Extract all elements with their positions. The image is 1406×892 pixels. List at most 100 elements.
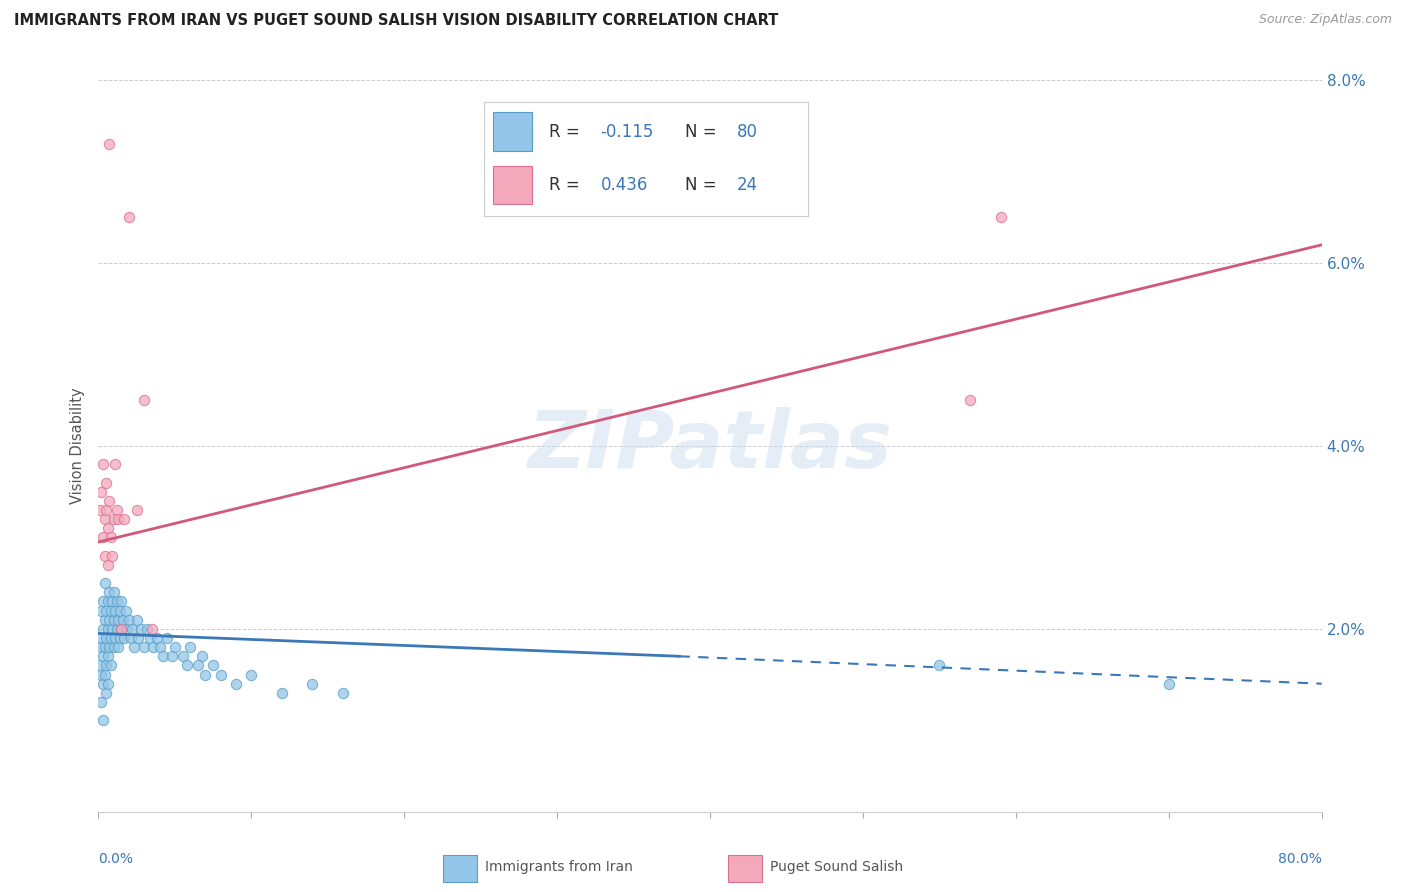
Point	[103, 585, 125, 599]
Point	[90, 603, 112, 617]
Point	[91, 622, 114, 636]
Point	[136, 622, 159, 636]
Point	[112, 631, 135, 645]
Point	[118, 211, 141, 225]
Point	[90, 640, 112, 655]
Point	[97, 594, 120, 608]
Point	[100, 603, 122, 617]
Point	[93, 613, 115, 627]
Point	[98, 585, 121, 599]
Point	[107, 512, 129, 526]
Point	[100, 530, 122, 544]
Point	[89, 631, 111, 645]
Text: Puget Sound Salish: Puget Sound Salish	[770, 861, 903, 874]
Point	[990, 211, 1012, 225]
Point	[91, 649, 114, 664]
Point	[89, 503, 111, 517]
Y-axis label: Vision Disability: Vision Disability	[70, 388, 86, 504]
Point	[98, 613, 121, 627]
Point	[104, 458, 127, 472]
Point	[91, 714, 114, 728]
Point	[101, 622, 124, 636]
Point	[104, 603, 127, 617]
Point	[125, 503, 148, 517]
Point	[90, 695, 112, 709]
Point	[91, 594, 114, 608]
Point	[202, 658, 225, 673]
Point	[156, 631, 179, 645]
Point	[152, 649, 174, 664]
Point	[108, 631, 131, 645]
Point	[97, 558, 120, 572]
Point	[115, 603, 138, 617]
Text: 80.0%: 80.0%	[1278, 852, 1322, 866]
Point	[179, 640, 201, 655]
Point	[111, 613, 134, 627]
Point	[112, 512, 135, 526]
Bar	[728, 855, 762, 881]
Point	[97, 521, 120, 535]
Point	[105, 503, 128, 517]
Point	[225, 676, 247, 690]
Point	[127, 631, 149, 645]
Text: 0.0%: 0.0%	[98, 852, 134, 866]
Point	[110, 622, 132, 636]
Point	[134, 393, 156, 408]
Point	[187, 658, 209, 673]
Point	[94, 503, 117, 517]
Point	[97, 676, 120, 690]
Text: Immigrants from Iran: Immigrants from Iran	[485, 861, 633, 874]
Point	[270, 686, 292, 700]
Point	[100, 631, 122, 645]
Point	[98, 640, 121, 655]
Point	[959, 393, 981, 408]
Point	[125, 613, 148, 627]
Point	[172, 649, 194, 664]
Point	[240, 667, 263, 681]
Point	[103, 640, 125, 655]
Point	[90, 484, 112, 499]
Point	[110, 622, 132, 636]
Point	[93, 549, 115, 563]
Point	[129, 622, 152, 636]
Point	[105, 594, 128, 608]
Point	[101, 549, 124, 563]
Point	[149, 640, 172, 655]
Point	[332, 686, 354, 700]
Point	[141, 622, 163, 636]
Point	[160, 649, 183, 664]
Point	[176, 658, 198, 673]
Point	[94, 603, 117, 617]
Point	[209, 667, 232, 681]
Point	[93, 640, 115, 655]
Point	[94, 631, 117, 645]
Point	[105, 622, 128, 636]
Point	[134, 640, 156, 655]
Point	[104, 631, 127, 645]
Point	[145, 631, 167, 645]
Point	[90, 667, 112, 681]
Point	[101, 594, 124, 608]
Bar	[443, 855, 477, 881]
Point	[91, 458, 114, 472]
Text: ZIPatlas: ZIPatlas	[527, 407, 893, 485]
Point	[93, 512, 115, 526]
Point	[117, 622, 139, 636]
Point	[98, 137, 121, 152]
Point	[103, 613, 125, 627]
Point	[97, 622, 120, 636]
Point	[928, 658, 950, 673]
Point	[97, 649, 120, 664]
Point	[163, 640, 186, 655]
Point	[110, 594, 132, 608]
Point	[1157, 676, 1180, 690]
Point	[107, 640, 129, 655]
Point	[98, 493, 121, 508]
Point	[103, 512, 125, 526]
Point	[120, 631, 142, 645]
Point	[93, 576, 115, 591]
Point	[108, 603, 131, 617]
Point	[91, 676, 114, 690]
Point	[93, 667, 115, 681]
Point	[142, 640, 165, 655]
